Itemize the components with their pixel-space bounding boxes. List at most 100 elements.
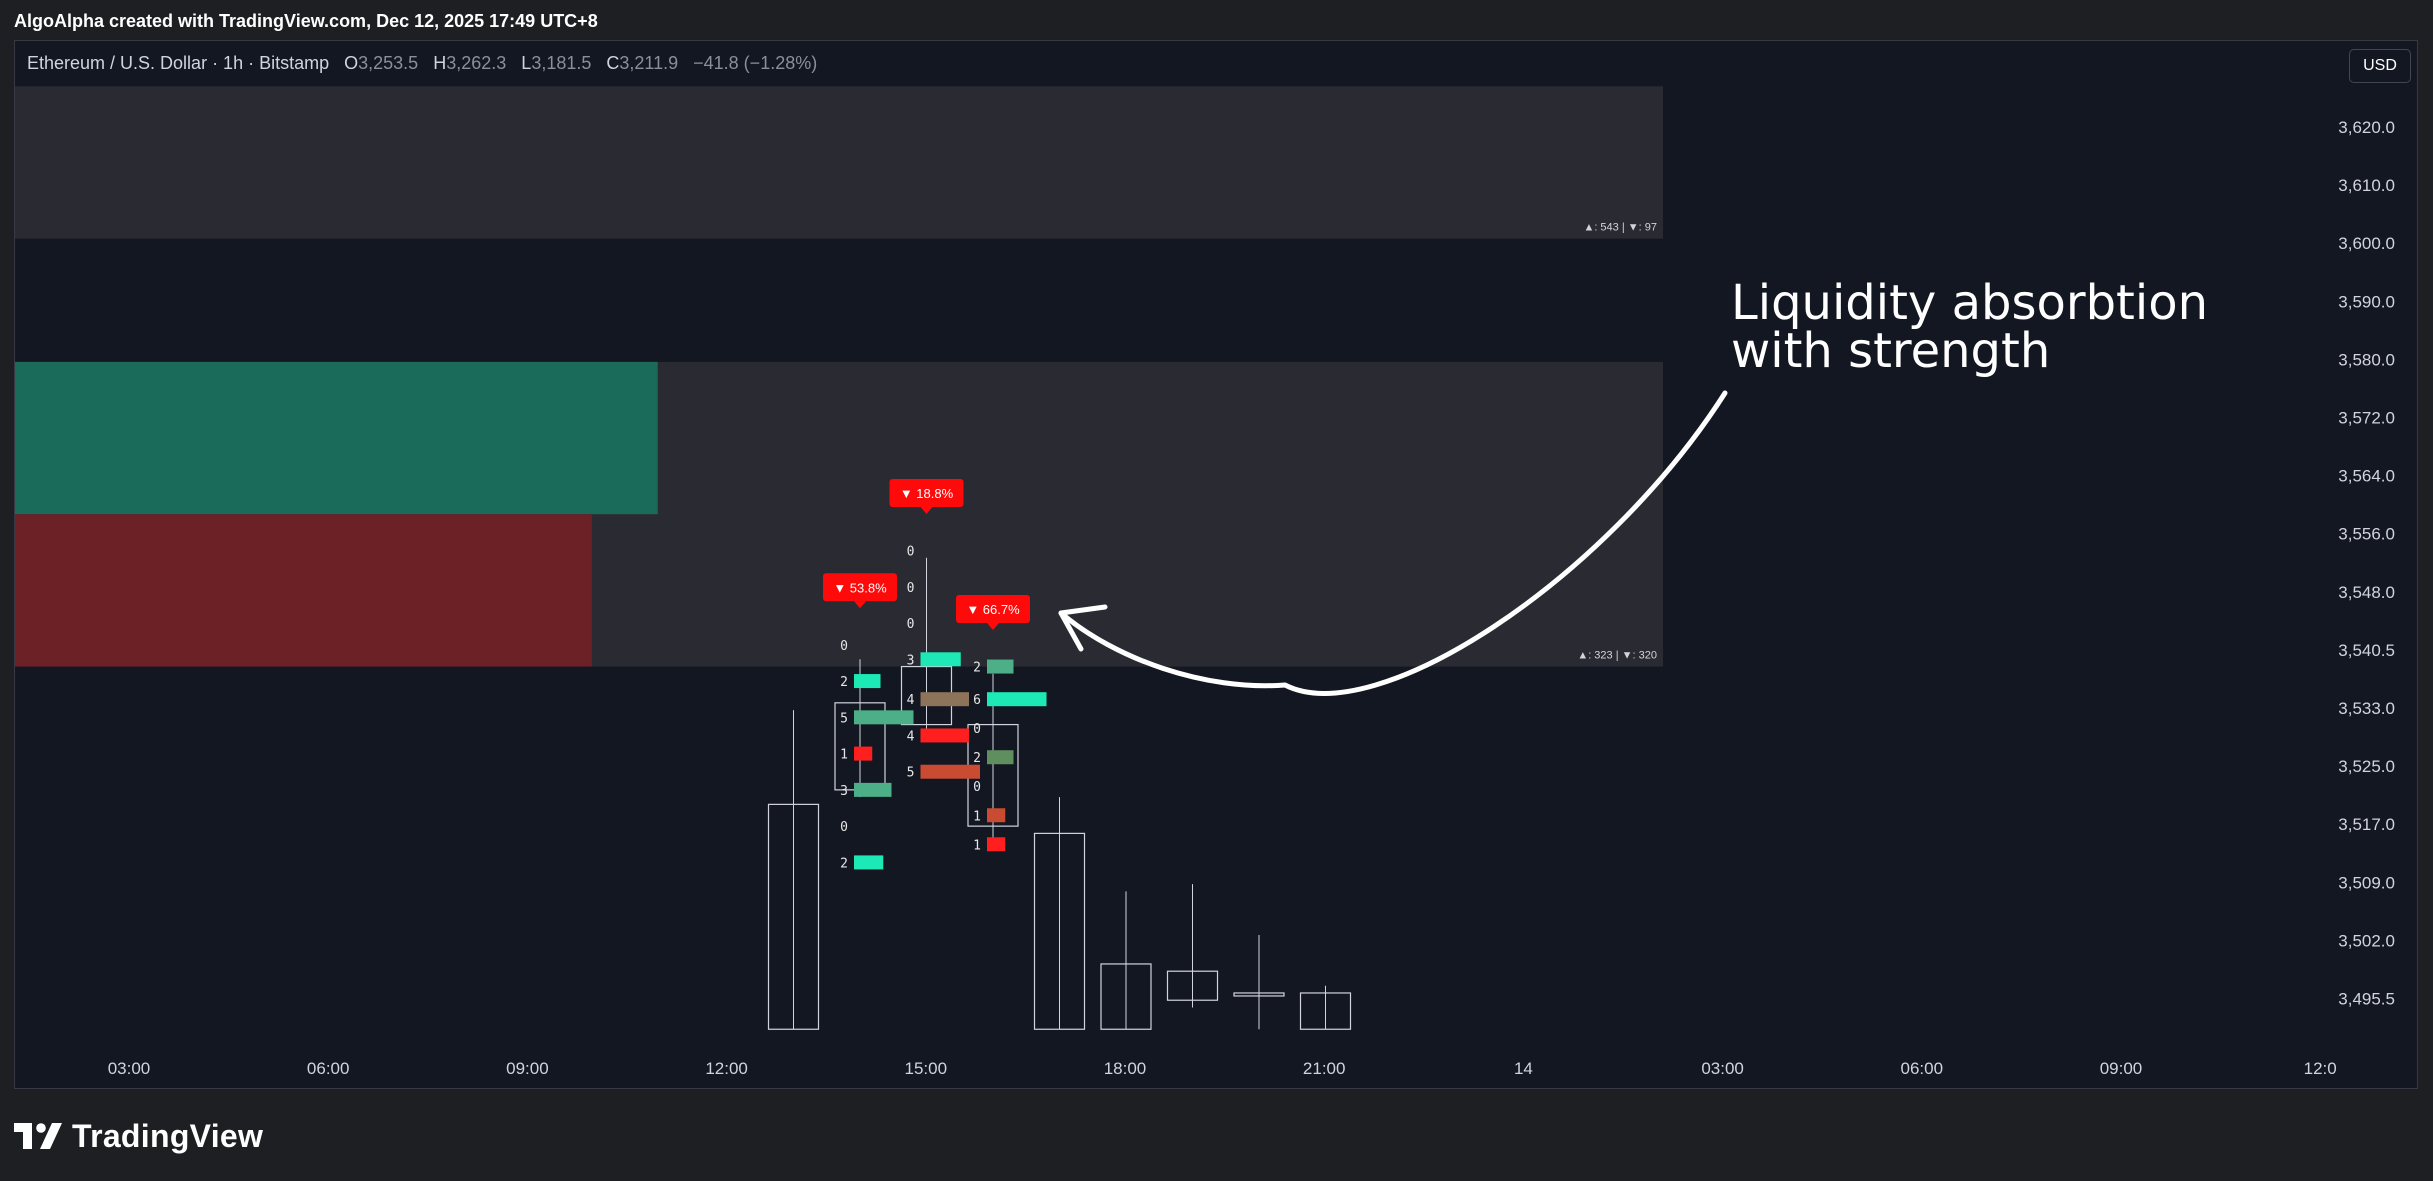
footprint-bar bbox=[920, 728, 969, 743]
y-axis-tick: 3,540.5 bbox=[2338, 641, 2395, 660]
y-axis-tick: 3,580.0 bbox=[2338, 350, 2395, 369]
signal-badge-label: ▼ 18.8% bbox=[900, 486, 954, 501]
signal-badge: ▼ 18.8% bbox=[889, 478, 964, 514]
x-axis-tick: 15:00 bbox=[905, 1059, 948, 1078]
signal-badge: ▼ 53.8% bbox=[823, 573, 897, 609]
footprint-count: 0 bbox=[840, 639, 848, 654]
y-axis-tick: 3,517.0 bbox=[2338, 815, 2395, 834]
x-axis-tick: 06:00 bbox=[1901, 1059, 1944, 1078]
x-axis-tick: 21:00 bbox=[1303, 1059, 1346, 1078]
footprint-bar bbox=[920, 764, 980, 779]
y-axis-tick: 3,564.0 bbox=[2338, 467, 2395, 486]
zone-label-lower: ▲: 323 | ▼: 320 bbox=[1577, 650, 1657, 662]
x-axis-tick: 14 bbox=[1514, 1059, 1533, 1078]
zone-label-upper: ▲: 543 | ▼: 97 bbox=[1583, 222, 1657, 234]
open-value: 3,253.5 bbox=[358, 53, 419, 73]
low-label: L bbox=[521, 53, 532, 73]
footprint-count: 2 bbox=[973, 661, 981, 676]
chart-frame[interactable]: ▲: 543 | ▼: 97 ▲: 323 | ▼: 320 0 2 5 1 3 0 2 0 0 0 3… bbox=[14, 40, 2418, 1089]
footprint-count: 3 bbox=[840, 784, 848, 799]
footprint-bar bbox=[854, 746, 873, 761]
annotation-arrow bbox=[1058, 390, 1728, 696]
tradingview-logo-text: TradingView bbox=[72, 1117, 264, 1154]
close-label: C bbox=[606, 53, 620, 73]
footprint-count: 5 bbox=[907, 766, 915, 781]
candle-body bbox=[1233, 992, 1285, 997]
y-axis-tick: 3,533.0 bbox=[2338, 699, 2395, 718]
footprint-count: 2 bbox=[973, 751, 981, 766]
footprint-count: 1 bbox=[840, 748, 848, 763]
tradingview-logo-icon bbox=[14, 1123, 62, 1149]
chart-canvas: ▲: 543 | ▼: 97▲: 323 | ▼: 32002513020003… bbox=[15, 86, 2395, 1078]
footprint-bar bbox=[987, 692, 1047, 707]
y-axis-tick: 3,600.0 bbox=[2338, 234, 2395, 253]
signal-badge-box bbox=[823, 573, 897, 602]
footprint-bar bbox=[987, 750, 1014, 765]
footprint-count: 0 bbox=[840, 820, 848, 835]
y-axis-tick: 3,525.0 bbox=[2338, 757, 2395, 776]
footprint-count: 5 bbox=[840, 711, 848, 726]
footprint-count: 2 bbox=[840, 856, 848, 871]
x-axis-tick: 03:00 bbox=[108, 1059, 151, 1078]
close-value: 3,211.9 bbox=[619, 53, 679, 73]
zone-bear-bar bbox=[15, 514, 592, 667]
candle-body bbox=[1100, 963, 1152, 1030]
x-axis-tick: 03:00 bbox=[1701, 1059, 1744, 1078]
x-axis-tick: 12:0 bbox=[2304, 1059, 2337, 1078]
signal-badge-pointer bbox=[854, 601, 866, 609]
footprint-bar bbox=[987, 837, 1006, 852]
candle-body bbox=[1299, 992, 1352, 1030]
currency-button[interactable]: USD bbox=[2349, 49, 2411, 83]
footprint-count: 1 bbox=[973, 838, 981, 853]
y-axis-tick: 3,572.0 bbox=[2338, 409, 2395, 428]
x-axis-tick: 09:00 bbox=[506, 1059, 549, 1078]
footprint-count: 0 bbox=[973, 780, 981, 795]
candle-body bbox=[1166, 970, 1219, 1001]
candle-body bbox=[1033, 832, 1086, 1030]
y-axis-tick: 3,509.0 bbox=[2338, 873, 2395, 892]
footprint-bar bbox=[987, 659, 1014, 674]
y-axis-tick: 3,590.0 bbox=[2338, 292, 2395, 311]
footprint-count: 0 bbox=[973, 722, 981, 737]
footprint-count: 2 bbox=[840, 675, 848, 690]
signal-badge-pointer bbox=[987, 623, 999, 631]
high-label: H bbox=[433, 53, 447, 73]
y-axis-tick: 3,502.0 bbox=[2338, 931, 2395, 950]
footprint-count: 1 bbox=[973, 809, 981, 824]
x-axis-tick: 06:00 bbox=[307, 1059, 350, 1078]
footprint-count: 0 bbox=[907, 617, 915, 632]
signal-badge: ▼ 66.7% bbox=[956, 595, 1030, 631]
signal-badge-pointer bbox=[920, 506, 933, 514]
footprint-bar bbox=[854, 674, 881, 689]
tradingview-logo[interactable]: TradingView bbox=[14, 1116, 263, 1156]
footprint-bar bbox=[854, 782, 892, 797]
chart-caption: AlgoAlpha created with TradingView.com, … bbox=[14, 11, 598, 31]
x-axis-tick: 12:00 bbox=[705, 1059, 748, 1078]
change-value: −41.8 (−1.28%) bbox=[693, 53, 818, 73]
signal-badge-box bbox=[956, 595, 1030, 624]
footprint-bar bbox=[854, 710, 914, 725]
x-axis-tick: 09:00 bbox=[2100, 1059, 2143, 1078]
footprint-count: 4 bbox=[907, 693, 915, 708]
signal-badge-label: ▼ 66.7% bbox=[966, 602, 1020, 617]
open-label: O bbox=[344, 53, 359, 73]
y-axis-tick: 3,548.0 bbox=[2338, 583, 2395, 602]
candle-body bbox=[767, 803, 820, 1030]
x-axis-tick: 18:00 bbox=[1104, 1059, 1147, 1078]
footprint-bar bbox=[920, 652, 961, 667]
footprint-bar bbox=[920, 692, 969, 707]
y-axis-tick: 3,495.5 bbox=[2338, 990, 2395, 1009]
symbol-legend[interactable]: Ethereum / U.S. Dollar · 1h · Bitstamp O… bbox=[27, 53, 817, 74]
footprint-count: 6 bbox=[973, 693, 981, 708]
footprint-count: 3 bbox=[907, 653, 915, 668]
low-value: 3,181.5 bbox=[531, 53, 592, 73]
signal-badge-label: ▼ 53.8% bbox=[833, 580, 887, 595]
y-axis-tick: 3,556.0 bbox=[2338, 525, 2395, 544]
annotation-line2: with strength bbox=[1731, 323, 2050, 379]
footprint-bar bbox=[987, 808, 1006, 823]
annotation-line1: Liquidity absorbtion bbox=[1731, 275, 2208, 331]
footprint-count: 0 bbox=[907, 581, 915, 596]
footprint-count: 0 bbox=[907, 544, 915, 559]
y-axis-tick: 3,620.0 bbox=[2338, 118, 2395, 137]
symbol-name: Ethereum / U.S. Dollar · 1h · Bitstamp bbox=[27, 53, 330, 73]
